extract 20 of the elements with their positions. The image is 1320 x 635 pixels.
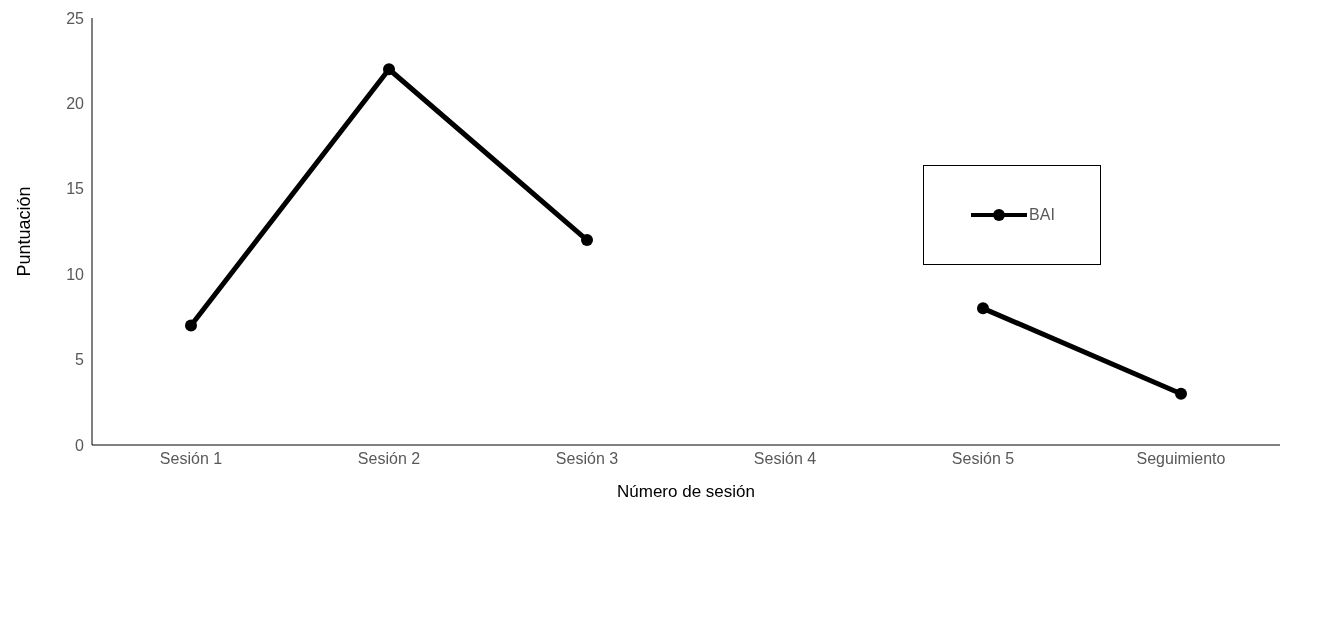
point bbox=[977, 302, 989, 315]
x-tick-label: Sesión 1 bbox=[159, 450, 223, 468]
point bbox=[383, 63, 395, 76]
y-tick-label: 15 bbox=[66, 180, 85, 198]
y-tick-label: 25 bbox=[66, 9, 85, 27]
x-tick-label: Sesión 3 bbox=[555, 450, 619, 468]
x-tick-label: Seguimiento bbox=[1136, 450, 1226, 468]
x-tick-label: Sesión 5 bbox=[951, 450, 1015, 468]
point bbox=[1175, 387, 1187, 400]
x-tick-label: Sesión 2 bbox=[357, 450, 421, 468]
y-tick-label: 0 bbox=[75, 436, 85, 454]
x-axis-title: Número de sesión bbox=[617, 482, 755, 501]
y-axis-title: Puntuación bbox=[14, 186, 35, 277]
y-tick-label: 5 bbox=[75, 351, 85, 369]
point bbox=[581, 234, 593, 247]
y-tick-label: 10 bbox=[66, 265, 85, 283]
point bbox=[185, 319, 197, 332]
x-tick-label: Sesión 4 bbox=[753, 450, 817, 468]
legend-label: BAI bbox=[1029, 206, 1055, 224]
y-tick-label: 20 bbox=[66, 95, 85, 113]
